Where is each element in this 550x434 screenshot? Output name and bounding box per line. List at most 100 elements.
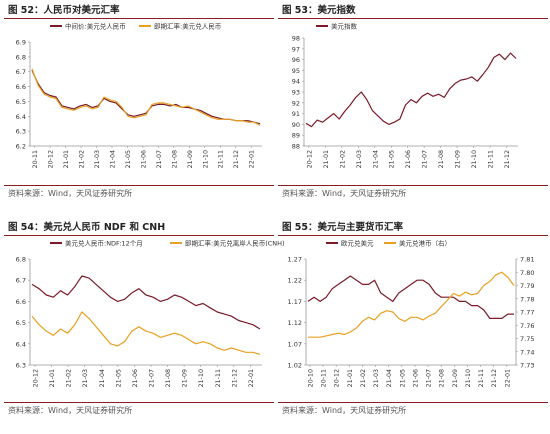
x-tick-label: 21-07 xyxy=(148,369,155,387)
legend-label-1: 美元指数 xyxy=(331,21,358,30)
series-line-2 xyxy=(31,311,261,355)
x-tick-label: 21-03 xyxy=(82,369,89,387)
x-tick-label: 21-02 xyxy=(66,369,73,387)
y-tick-label: 6.5 xyxy=(16,98,26,106)
y-tick-label: 6.6 xyxy=(16,298,26,306)
x-tick-label: 21-09 xyxy=(455,150,462,168)
x-tick-label: 21-02 xyxy=(339,150,346,168)
x-tick-label: 21-11 xyxy=(218,150,225,168)
y-tick-label: 93 xyxy=(292,89,300,97)
y-tick-label: 6.7 xyxy=(16,277,26,285)
x-tick-label: 20-12 xyxy=(334,369,341,387)
y-tick-label: 89 xyxy=(292,132,300,140)
x-tick-label: 21-09 xyxy=(182,369,189,387)
x-tick-label: 21-03 xyxy=(373,369,380,387)
y-tick-label: 95 xyxy=(292,67,300,75)
x-tick-label: 21-03 xyxy=(94,150,101,168)
chart-usd-index: 88 89 90 91 92 93 94 95 96 97 98 20-12 21-01 21-02 21-… xyxy=(292,21,518,168)
source-note: 资料来源：Wind，天风证券研究所 xyxy=(8,189,133,198)
y2-tick-label: 7.79 xyxy=(520,282,534,290)
x-tick-label: 21-06 xyxy=(132,369,139,387)
x-tick-label: 21-09 xyxy=(187,150,194,168)
title-divider xyxy=(4,235,274,236)
panel-ndf-cnh: 图 54：美元兑人民币 NDF 和 CNH 6.3 6.4 6.5 6.6 6.7 6.8… xyxy=(4,217,285,434)
x-tick-label: 21-04 xyxy=(99,369,106,387)
x-tick-label: 21-05 xyxy=(389,150,396,168)
x-tick-label: 20-11 xyxy=(32,150,39,168)
x-tick-label: 21-04 xyxy=(109,150,116,168)
y-tick-label: 6.2 xyxy=(16,143,26,151)
y-tick-label: 6.9 xyxy=(16,39,26,47)
x-tick-label: 21-01 xyxy=(323,150,330,168)
y-tick-label: 6.7 xyxy=(16,68,26,76)
series-line-1 xyxy=(31,69,261,125)
y-tick-label: 94 xyxy=(292,78,300,86)
x-tick-label: 21-08 xyxy=(439,369,446,387)
x-tick-label: 21-10 xyxy=(471,150,478,168)
y-tick-label: 6.4 xyxy=(16,113,26,121)
x-tick-label: 22-01 xyxy=(504,369,511,387)
series-line-1 xyxy=(31,275,261,330)
x-tick-label: 21-06 xyxy=(140,150,147,168)
y-tick-label: 6.6 xyxy=(16,83,26,91)
y2-tick-label: 7.75 xyxy=(520,335,534,343)
x-tick-label: 21-11 xyxy=(215,369,222,387)
source-note: 资料来源：Wind，天风证券研究所 xyxy=(282,406,407,415)
y-tick-label: 1.07 xyxy=(288,340,302,348)
y-tick-label: 88 xyxy=(292,143,300,151)
source-divider xyxy=(278,402,548,403)
y-tick-label: 97 xyxy=(292,45,300,53)
series-line-1 xyxy=(307,275,514,320)
x-tick-label: 21-05 xyxy=(399,369,406,387)
series-line-2 xyxy=(31,68,261,126)
title-divider xyxy=(4,18,274,19)
x-tick-label: 22-01 xyxy=(249,150,256,168)
x-tick-label: 21-08 xyxy=(438,150,445,168)
legend-label-1: 美元兑人民币:NDF:12个月 xyxy=(65,238,143,247)
x-tick-label: 20-10 xyxy=(307,369,314,387)
x-tick-label: 21-01 xyxy=(63,150,70,168)
y-tick-label: 6.5 xyxy=(16,319,26,327)
legend-label-2: 美元兑港币（右） xyxy=(399,238,451,247)
y-tick-label: 1.27 xyxy=(288,256,302,264)
source-divider xyxy=(278,185,548,186)
x-tick-label: 20-11 xyxy=(321,369,328,387)
legend-label-2: 即期汇率:美元兑离岸人民币(CNH) xyxy=(185,238,285,247)
chart-rmb-usd: 6.2 6.3 6.4 6.5 6.6 6.7 6.8 6.9 20-11 20-12 21-01 2… xyxy=(16,21,262,168)
x-tick-label: 21-12 xyxy=(231,369,238,387)
title-divider xyxy=(278,235,548,236)
chart-usd-major-currencies: 1.02 1.07 1.12 1.17 1.22 1.27 7.73 7.74 7.75 7.76… xyxy=(288,238,535,387)
source-note: 资料来源：Wind，天风证券研究所 xyxy=(8,406,133,415)
y-tick-label: 98 xyxy=(292,35,300,43)
x-tick-label: 21-06 xyxy=(405,150,412,168)
x-tick-label: 21-02 xyxy=(79,150,86,168)
y2-tick-label: 7.81 xyxy=(520,256,534,264)
y-tick-label: 6.3 xyxy=(16,362,26,370)
x-tick-label: 21-04 xyxy=(372,150,379,168)
legend-label-1: 欧元兑美元 xyxy=(341,238,374,247)
legend-label-2: 即期汇率:美元兑人民币 xyxy=(154,21,221,30)
y-tick-label: 1.12 xyxy=(288,319,302,327)
chart-ndf-cnh: 6.3 6.4 6.5 6.6 6.7 6.8 20-12 21-01 21-02 21-03 21… xyxy=(16,238,285,387)
panel-rmb-usd: 图 52：人民币对美元汇率 6.2 6.3 6.4 6.5 6.6 6.7 6.8 6.9 20… xyxy=(4,0,274,217)
y-tick-label: 6.8 xyxy=(16,256,26,264)
source-divider xyxy=(4,185,274,186)
panel-usd-major-currencies: 图 55：美元与主要货币汇率 1.02 1.07 1.12 1.17 1.22 1.27 7… xyxy=(278,217,548,434)
x-tick-label: 21-12 xyxy=(233,150,240,168)
x-tick-label: 21-03 xyxy=(356,150,363,168)
y-tick-label: 1.02 xyxy=(288,362,302,370)
source-note: 资料来源：Wind，天风证券研究所 xyxy=(282,189,407,198)
y2-tick-label: 7.73 xyxy=(520,362,534,370)
x-tick-label: 22-01 xyxy=(248,369,255,387)
y-tick-label: 92 xyxy=(292,99,300,107)
x-tick-label: 21-05 xyxy=(125,150,132,168)
x-tick-label: 20-12 xyxy=(48,150,55,168)
series-line-1 xyxy=(305,52,517,128)
x-tick-label: 21-10 xyxy=(465,369,472,387)
x-tick-label: 21-12 xyxy=(504,150,511,168)
x-tick-label: 21-11 xyxy=(478,369,485,387)
x-tick-label: 21-06 xyxy=(412,369,419,387)
y-tick-label: 96 xyxy=(292,56,300,64)
x-tick-label: 21-08 xyxy=(171,150,178,168)
x-tick-label: 20-12 xyxy=(32,369,39,387)
